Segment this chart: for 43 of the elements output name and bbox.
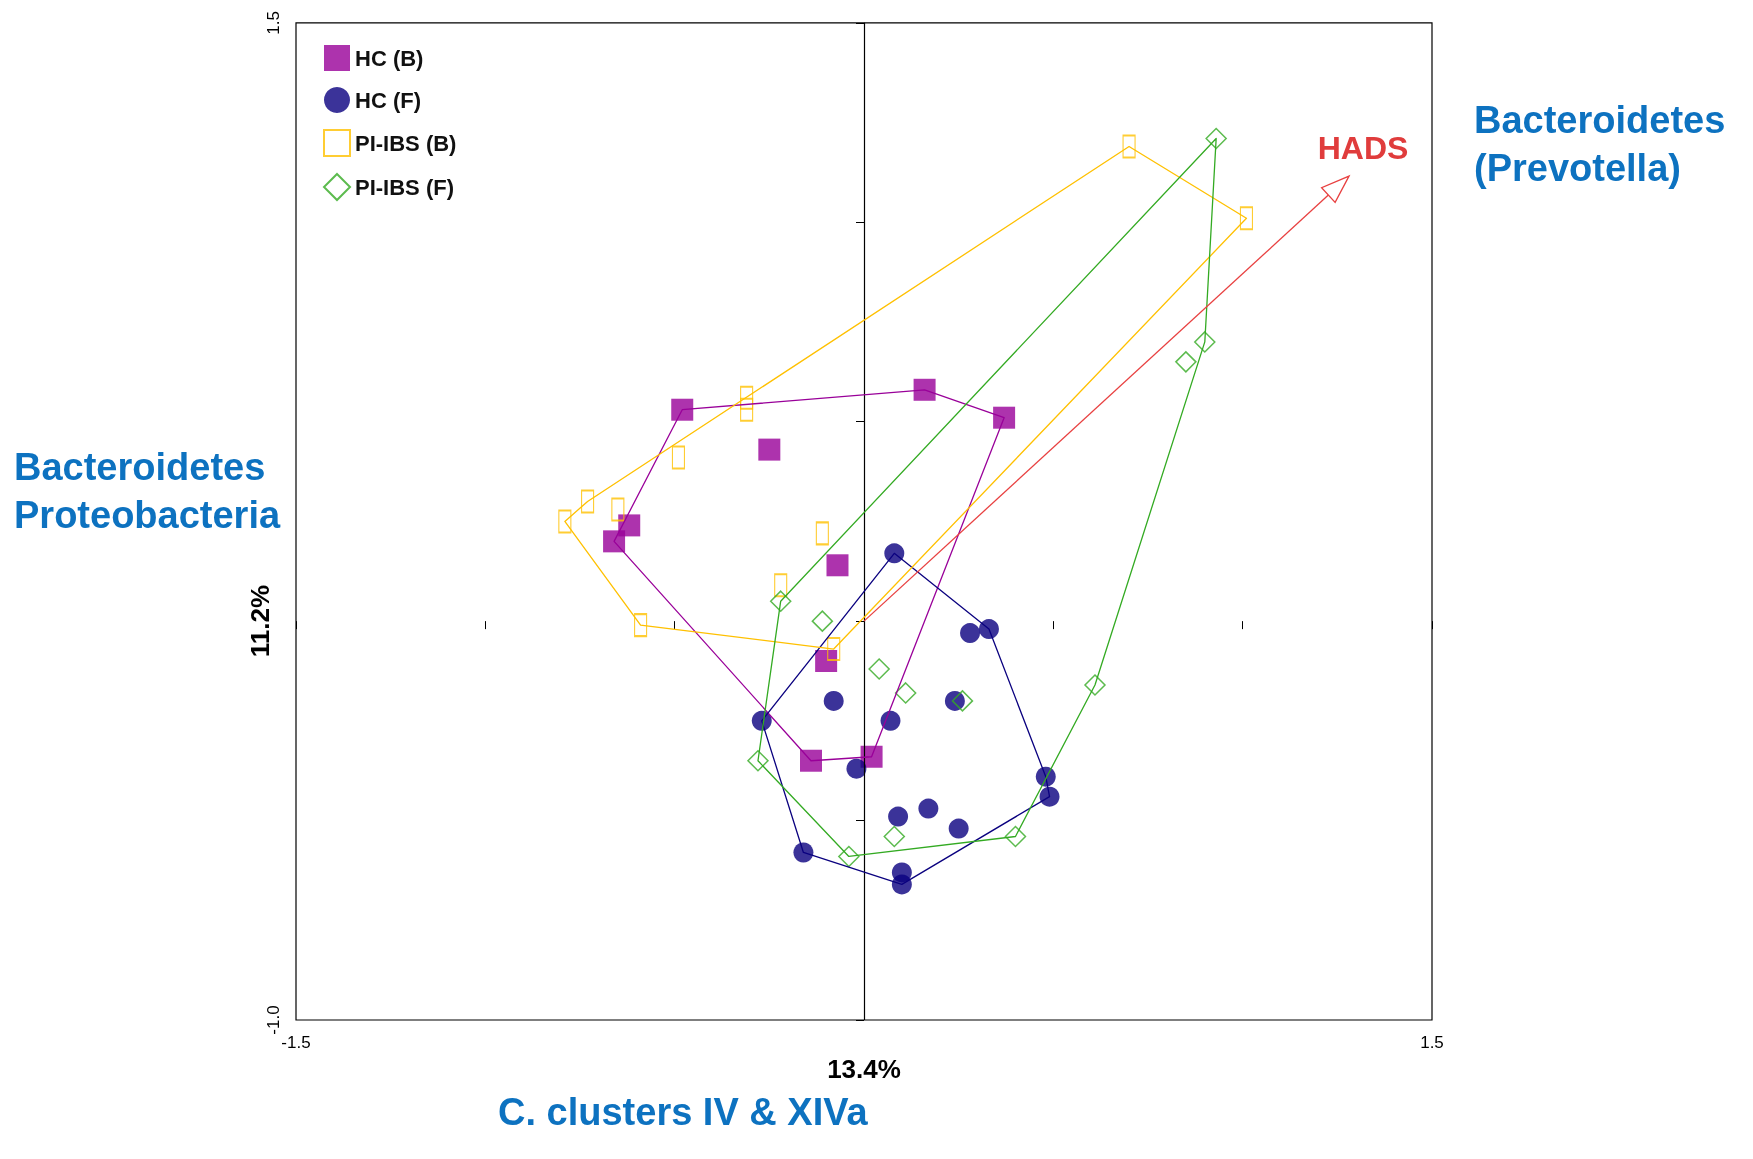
point: [960, 623, 981, 644]
legend-label: PI-IBS (F): [355, 174, 454, 200]
point: [811, 610, 834, 632]
point: [603, 530, 626, 553]
legend-label: HC (F): [355, 87, 421, 113]
point: [993, 406, 1016, 429]
point: [1205, 127, 1227, 150]
point: [918, 798, 939, 819]
y-tick-label: -1.0: [264, 1005, 283, 1035]
point: [884, 543, 905, 564]
point: [888, 806, 909, 827]
point: [1175, 351, 1197, 373]
legend-label: HC (B): [355, 45, 424, 71]
point: [891, 874, 912, 895]
point: [747, 749, 769, 772]
legend-label: PI-IBS (B): [355, 130, 457, 156]
point: [868, 658, 890, 680]
point: [815, 650, 838, 673]
point: [838, 845, 860, 868]
point: [978, 619, 999, 640]
text: Bacteroidetes Proteobacteria: [14, 446, 281, 536]
point: [1004, 825, 1027, 848]
point: [769, 590, 792, 612]
point: [883, 825, 906, 848]
point: [1084, 674, 1106, 696]
point: [880, 710, 901, 731]
annotation: HADS: [1317, 130, 1409, 167]
point: [846, 758, 867, 779]
point: [951, 690, 974, 712]
text: Bacteroidetes (Prevotella): [1474, 99, 1726, 189]
point: [948, 818, 969, 839]
point: [913, 378, 936, 401]
x-axis-title: 13.4%: [827, 1053, 901, 1084]
point: [799, 749, 822, 772]
point: [826, 554, 849, 577]
text: C. clusters IV & XIVa: [498, 1091, 869, 1133]
point: [758, 438, 781, 461]
y-axis-title: 11.2%: [245, 584, 275, 658]
point: [894, 682, 917, 704]
x-tick-label: -1.5: [281, 1033, 311, 1052]
point: [671, 398, 694, 421]
point: [823, 690, 844, 711]
point: [1194, 331, 1216, 353]
